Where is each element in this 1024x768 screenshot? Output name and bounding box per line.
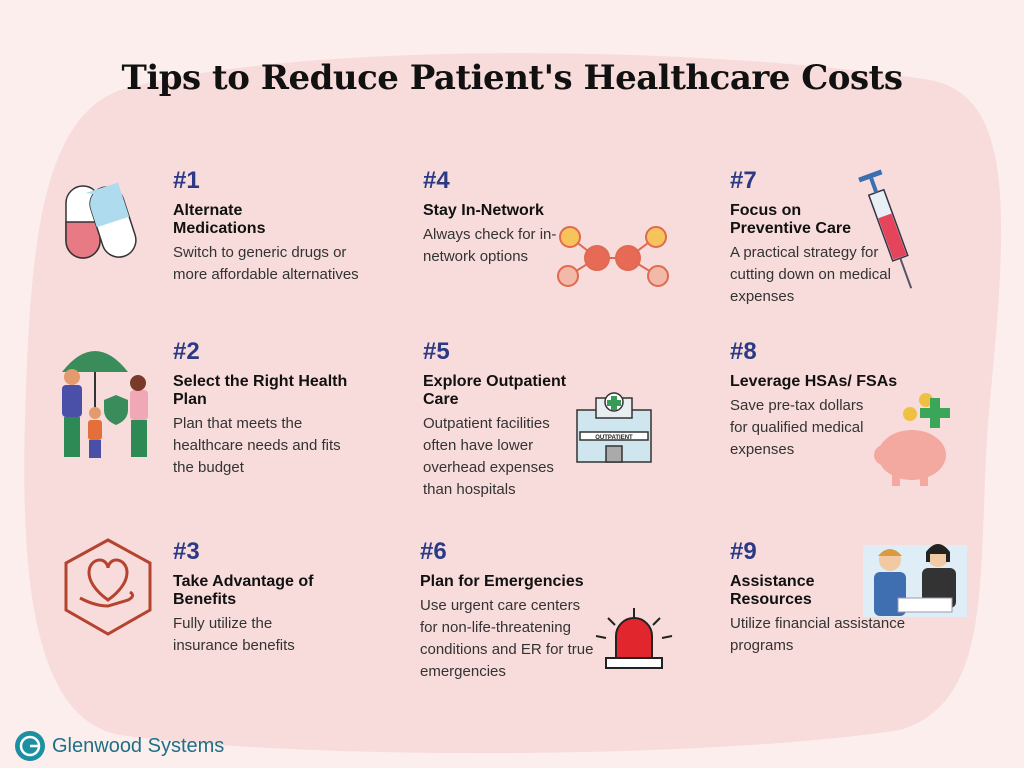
tip-description: Always check for in-network options xyxy=(423,226,557,265)
tip: #4 Stay In-Network Always check for in-net… xyxy=(423,166,593,268)
icon-label: OUTPATIENT xyxy=(595,435,633,441)
tip-number: #6 xyxy=(420,538,447,565)
tip-description: A practical strategy for cutting down on… xyxy=(730,244,891,305)
tip-title: Explore Outpatient Care xyxy=(423,373,567,408)
tip-number: #4 xyxy=(423,167,450,194)
hospital-icon xyxy=(576,392,652,463)
footer: Glenwood Systems xyxy=(14,730,224,762)
assistance-icon xyxy=(863,544,967,617)
tip-title: Alternate Medications xyxy=(173,202,266,237)
network-icon xyxy=(557,226,669,287)
tip-number: #1 xyxy=(173,167,200,194)
tip: #8 Leverage HSAs/ FSAs Save pre-tax dollar… xyxy=(730,337,930,461)
page-title: Tips to Reduce Patient's Healthcare Cost… xyxy=(121,58,903,98)
tip-title: Select the Right Health Plan xyxy=(173,373,348,408)
tip: #7 Focus on Preventive Care A practical st… xyxy=(730,166,900,308)
tip-title: Take Advantage of Benefits xyxy=(173,573,314,608)
tip-title: Leverage HSAs/ FSAs xyxy=(730,373,898,390)
benefits-icon xyxy=(64,538,152,636)
tip-number: #9 xyxy=(730,538,757,565)
tip-number: #8 xyxy=(730,338,757,365)
tip-description: Outpatient facilities often have lower o… xyxy=(423,415,554,498)
tip-description: Fully utilize the insurance benefits xyxy=(173,615,295,654)
tip: #9 Assistance Resources Utilize financial … xyxy=(730,537,930,657)
tip-description: Save pre-tax dollars for qualified medic… xyxy=(730,397,864,458)
tip-number: #2 xyxy=(173,338,200,365)
piggy-icon xyxy=(874,393,950,486)
tip-description: Switch to generic drugs or more affordab… xyxy=(173,244,359,283)
tip: #6 Plan for Emergencies Use urgent care ce… xyxy=(420,537,620,683)
tip-description: Utilize financial assistance programs xyxy=(730,615,906,654)
tip-number: #5 xyxy=(423,338,450,365)
logo xyxy=(15,731,45,761)
siren-icon xyxy=(595,608,673,669)
tip-number: #7 xyxy=(730,167,757,194)
tip: #2 Select the Right Health Plan Plan that … xyxy=(173,337,378,479)
pill-icon xyxy=(65,182,137,259)
tip-description: Plan that meets the healthcare needs and… xyxy=(173,415,341,476)
tip-number: #3 xyxy=(173,538,200,565)
brand: Glenwood Systems xyxy=(52,734,225,757)
family-icon xyxy=(62,351,148,458)
tip-title: Plan for Emergencies xyxy=(420,573,584,590)
tip-title: Stay In-Network xyxy=(423,202,544,219)
tip-description: Use urgent care centers for non-life-thr… xyxy=(420,597,594,680)
syringe-icon xyxy=(858,169,913,289)
tip: #5 Explore Outpatient Care Outpatient faci… xyxy=(423,337,588,501)
tip-title: Assistance Resources xyxy=(730,573,815,608)
tip: #3 Take Advantage of Benefits Fully utiliz… xyxy=(173,537,318,657)
tip-title: Focus on Preventive Care xyxy=(730,202,851,237)
tip: #1 Alternate Medications Switch to generic… xyxy=(173,166,383,286)
